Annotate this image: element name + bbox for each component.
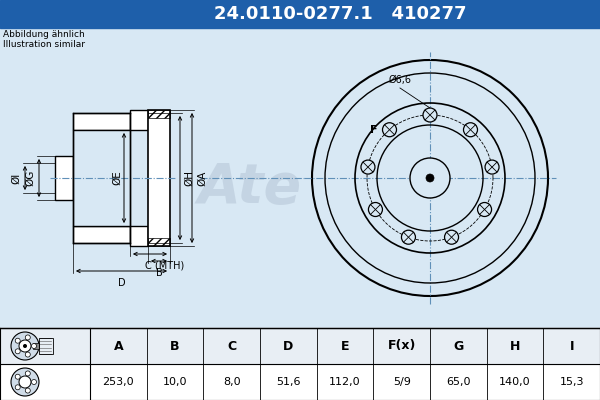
Text: A: A: [113, 340, 123, 352]
Circle shape: [401, 230, 415, 244]
Text: 112,0: 112,0: [329, 377, 361, 387]
Text: ØI: ØI: [11, 172, 21, 184]
Text: F: F: [370, 125, 377, 135]
Circle shape: [25, 335, 30, 340]
Bar: [0, 0, 600, 28]
Text: D: D: [118, 278, 125, 288]
Circle shape: [426, 174, 434, 182]
Circle shape: [25, 371, 30, 376]
Circle shape: [312, 60, 548, 296]
Text: 8,0: 8,0: [223, 377, 241, 387]
Text: D: D: [283, 340, 293, 352]
Text: B: B: [155, 268, 163, 278]
Bar: [55, 156, 73, 200]
Bar: [55, 156, 73, 200]
Circle shape: [15, 349, 20, 354]
Circle shape: [463, 123, 478, 137]
Bar: [130, 226, 148, 246]
Text: Ø6,6: Ø6,6: [389, 75, 412, 85]
Bar: [39, 338, 53, 354]
Bar: [73, 130, 130, 226]
Text: 10,0: 10,0: [163, 377, 187, 387]
Text: ØH: ØH: [184, 170, 194, 186]
Circle shape: [19, 376, 31, 388]
Circle shape: [15, 374, 20, 379]
Bar: [73, 226, 130, 243]
Text: ØE: ØE: [112, 171, 122, 185]
Text: 51,6: 51,6: [276, 377, 301, 387]
Circle shape: [445, 230, 458, 244]
Text: C: C: [227, 340, 236, 352]
Bar: [130, 110, 148, 130]
Text: G: G: [453, 340, 463, 352]
Bar: [33, 343, 39, 349]
Text: ØA: ØA: [197, 170, 207, 186]
Circle shape: [410, 158, 450, 198]
Circle shape: [368, 202, 382, 216]
Circle shape: [11, 332, 39, 360]
Text: 5/9: 5/9: [393, 377, 410, 387]
Bar: [73, 113, 130, 130]
Bar: [73, 113, 130, 130]
Circle shape: [383, 123, 397, 137]
Text: I: I: [569, 340, 574, 352]
Circle shape: [19, 340, 31, 352]
Text: E: E: [341, 340, 349, 352]
Text: Abbildung ähnlich: Abbildung ähnlich: [3, 30, 85, 39]
Circle shape: [485, 160, 499, 174]
Bar: [0, 328, 600, 400]
Text: Ate: Ate: [198, 161, 302, 215]
Circle shape: [32, 380, 37, 384]
Text: F(x): F(x): [388, 340, 416, 352]
Text: 253,0: 253,0: [103, 377, 134, 387]
Bar: [148, 238, 170, 246]
Circle shape: [361, 160, 375, 174]
Circle shape: [15, 385, 20, 390]
Text: B: B: [170, 340, 180, 352]
Text: 65,0: 65,0: [446, 377, 470, 387]
Text: C (MTH): C (MTH): [145, 260, 185, 270]
Text: 15,3: 15,3: [559, 377, 584, 387]
Bar: [130, 110, 148, 130]
Text: 24.0110-0277.1   410277: 24.0110-0277.1 410277: [214, 5, 466, 23]
Text: H: H: [510, 340, 520, 352]
Bar: [148, 110, 170, 118]
Circle shape: [25, 352, 30, 357]
Circle shape: [25, 388, 30, 393]
Circle shape: [11, 368, 39, 396]
Text: 140,0: 140,0: [499, 377, 531, 387]
Circle shape: [15, 338, 20, 343]
Bar: [0, 328, 600, 364]
Circle shape: [423, 108, 437, 122]
Text: ØG: ØG: [25, 170, 35, 186]
Circle shape: [23, 344, 27, 348]
Bar: [73, 226, 130, 243]
Bar: [130, 226, 148, 246]
Circle shape: [32, 344, 37, 348]
Bar: [148, 110, 170, 246]
Circle shape: [478, 202, 491, 216]
Text: Illustration similar: Illustration similar: [3, 40, 85, 49]
